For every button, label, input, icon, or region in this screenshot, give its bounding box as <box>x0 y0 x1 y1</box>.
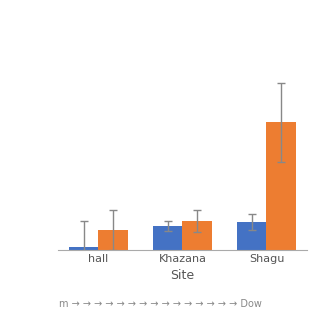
Bar <box>69 247 98 250</box>
Bar <box>98 230 128 250</box>
Bar <box>237 222 267 250</box>
X-axis label: Site: Site <box>170 268 195 282</box>
Bar <box>153 226 182 250</box>
Text: m → → → → → → → → → → → → → → → Dow: m → → → → → → → → → → → → → → → Dow <box>59 299 261 309</box>
Bar <box>182 221 212 250</box>
Bar <box>267 123 296 250</box>
